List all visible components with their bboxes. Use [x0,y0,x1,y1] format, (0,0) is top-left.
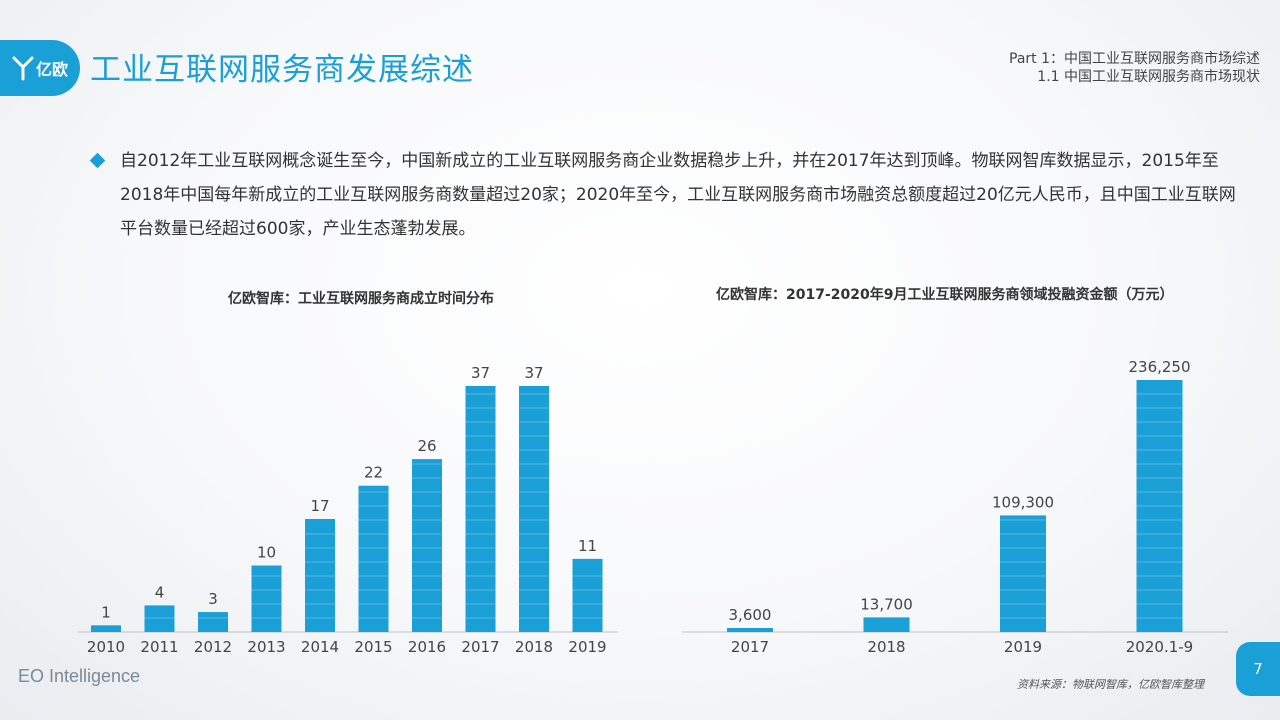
data-label: 1 [101,603,111,621]
tick-label: 2010 [87,638,125,656]
founding-year-bar-chart: 1 2010 4 2011 3 2012 10 2013 17 2014 22 2015 26 2016 3… [78,364,618,656]
tick-label: 2015 [354,638,392,656]
logo-text: 亿欧 [35,60,68,79]
tick-label: 2018 [515,638,553,656]
tick-label: 2017 [461,638,499,656]
data-label: 17 [310,497,329,515]
bar-2012 [198,612,228,632]
data-label: 3 [208,590,218,608]
data-label: 236,250 [1128,358,1190,376]
data-label: 37 [471,364,490,382]
bar-2015 [358,485,389,632]
bar-2017 [465,386,496,632]
data-label: 37 [524,364,543,382]
tick-label: 2018 [867,638,905,656]
data-label: 13,700 [860,595,913,613]
bar-2010 [91,625,121,632]
bar-2013 [251,565,282,632]
data-label: 4 [155,583,165,601]
bar-2019 [572,558,603,632]
tick-label: 2019 [568,638,606,656]
logo: 亿欧 [0,40,80,96]
bar-2016 [412,459,442,632]
bar-2018 [519,386,549,632]
summary-text: 自2012年工业互联网概念诞生至今，中国新成立的工业互联网服务商企业数据稳步上升… [120,151,1236,239]
bar-2014 [305,518,335,632]
bar-2018 [863,617,910,632]
data-label: 11 [578,537,597,555]
data-label: 3,600 [729,606,772,624]
funding-amount-bar-chart: 3,600 2017 13,700 2018 109,300 2019 236,250 202… [682,358,1228,656]
page-number: 7 [1236,642,1280,696]
data-label: 26 [417,437,436,455]
footer-brand: EO Intelligence [18,666,141,686]
page-title: 工业互联网服务商发展综述 [90,52,474,88]
tick-label: 2013 [247,638,285,656]
chart-title-funding: 亿欧智库：2017-2020年9月工业互联网服务商领域投融资金额（万元） [716,287,1174,303]
source-note: 资料来源：物联网智库，亿欧智库整理 [1017,678,1204,691]
summary-paragraph: 自2012年工业互联网概念诞生至今，中国新成立的工业互联网服务商企业数据稳步上升… [89,144,1252,246]
data-label: 22 [364,464,383,482]
tick-label: 2019 [1004,638,1042,656]
logo-mark-icon [12,56,34,81]
tick-label: 2012 [194,638,232,656]
chart-title-founding: 亿欧智库：工业互联网服务商成立时间分布 [228,291,494,307]
data-label: 109,300 [992,493,1054,511]
bar-2019 [1000,515,1046,632]
tick-label: 2014 [301,638,339,656]
tick-label: 2011 [140,638,178,656]
tick-label: 2017 [731,638,769,656]
breadcrumb: Part 1：中国工业互联网服务商市场综述 1.1 中国工业互联网服务商市场现状 [1009,50,1260,86]
tick-label: 2016 [408,638,446,656]
tick-label: 2020.1-9 [1126,638,1193,656]
data-label: 10 [257,544,276,562]
bar-2011 [144,605,175,632]
breadcrumb-section: 1.1 中国工业互联网服务商市场现状 [1037,69,1260,85]
bar-2017 [727,628,773,632]
breadcrumb-part: Part 1：中国工业互联网服务商市场综述 [1009,51,1260,67]
bar-2020.1-9 [1136,380,1183,632]
